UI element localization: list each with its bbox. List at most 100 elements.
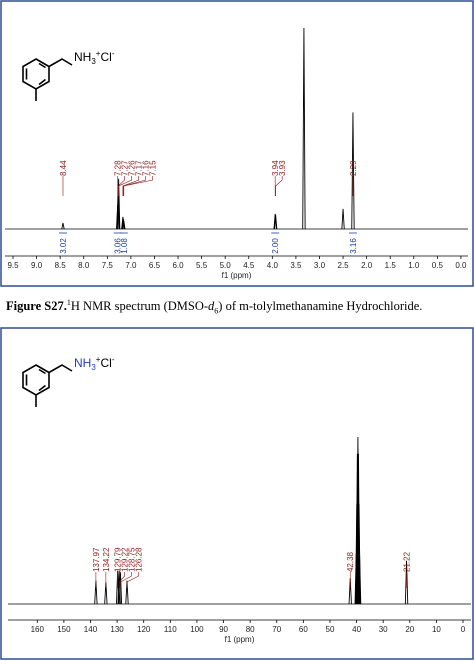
x-tick-label: 1.5 — [385, 261, 397, 270]
x-tick-label: 80 — [246, 625, 255, 634]
peak — [302, 27, 306, 230]
formula: NH3+Cl- — [74, 49, 115, 66]
integral-label: 2.00 — [271, 238, 280, 254]
bonds — [25, 58, 73, 101]
x-tick-label: 30 — [379, 625, 388, 634]
peak-label: 7.16 — [142, 160, 151, 176]
x-tick-label: 3.5 — [290, 261, 302, 270]
x-tick-label: 2.5 — [337, 261, 349, 270]
peak-label: 3.94 — [271, 160, 280, 176]
x-axis-label: f1 (ppm) — [225, 635, 255, 644]
peak — [341, 208, 345, 230]
peak-marker — [118, 176, 132, 196]
peak — [118, 572, 123, 605]
peak-marker — [120, 572, 132, 588]
peak-label: 126.28 — [135, 547, 144, 572]
panel-frame — [0, 327, 474, 660]
molecule: NH3+Cl- — [22, 49, 115, 101]
x-tick-label: 140 — [84, 625, 98, 634]
x-tick-label: 70 — [272, 625, 281, 634]
x-tick-label: 160 — [31, 625, 45, 634]
peak — [125, 580, 129, 605]
peak — [61, 222, 65, 230]
x-tick-label: 5.0 — [220, 261, 232, 270]
caption-text: H NMR spectrum (DMSO- — [70, 299, 209, 314]
peak-marker — [275, 176, 283, 196]
peak-label: 21.22 — [403, 551, 412, 572]
peak-label: 8.44 — [59, 160, 68, 176]
x-tick-label: 90 — [219, 625, 228, 634]
peak-label: 134.22 — [102, 547, 111, 572]
x-tick-label: 3.0 — [314, 261, 326, 270]
x-tick-label: 150 — [57, 625, 71, 634]
peak-label: 128.75 — [128, 547, 137, 572]
x-tick-label: 6.0 — [172, 261, 184, 270]
caption-italic: d — [208, 299, 215, 314]
subscript: 3 — [91, 363, 96, 372]
x-tick-label: 2.0 — [361, 261, 373, 270]
charge: + — [96, 355, 101, 364]
x-tick-label: 50 — [326, 625, 335, 634]
peak-label: 3.93 — [278, 160, 287, 176]
peak — [351, 112, 355, 230]
x-tick-label: 0 — [461, 625, 466, 634]
x-axis-label: f1 (ppm) — [222, 271, 252, 280]
panel-frame — [0, 0, 474, 287]
formula: NH3+Cl- — [74, 355, 115, 372]
caption-sub: 6 — [214, 306, 219, 316]
peak-label: 7.28 — [114, 160, 123, 176]
x-tick-label: 8.0 — [78, 261, 90, 270]
counter-ion: Cl — [100, 50, 111, 64]
x-tick-label: 4.0 — [267, 261, 279, 270]
peak — [122, 220, 126, 230]
peak — [404, 560, 409, 605]
x-tick-label: 6.5 — [149, 261, 161, 270]
peak-label: 129.22 — [121, 547, 130, 572]
bonds — [25, 364, 73, 407]
x-tick-label: 5.5 — [196, 261, 208, 270]
peak-marker — [123, 176, 153, 196]
peak — [357, 553, 362, 605]
x-tick-label: 4.5 — [243, 261, 255, 270]
peak-marker — [118, 572, 125, 588]
caption-label: Figure S27. — [6, 299, 67, 314]
x-tick-label: 9.5 — [7, 261, 19, 270]
atom: NH — [74, 50, 91, 64]
molecule: NH3+Cl- — [22, 355, 115, 407]
charge: + — [96, 49, 101, 58]
peak-label: 42.38 — [346, 551, 355, 572]
charge: - — [112, 355, 115, 364]
x-tick-label: 1.0 — [408, 261, 420, 270]
peak-label: 7.27 — [121, 160, 130, 176]
subscript: 3 — [91, 57, 96, 66]
x-tick-label: 110 — [164, 625, 177, 634]
x-tick-label: 10 — [432, 625, 441, 634]
integral-label: 1.08 — [120, 238, 129, 254]
peak-label: 129.79 — [114, 547, 123, 572]
x-tick-label: 40 — [352, 625, 361, 634]
x-tick-label: 20 — [405, 625, 414, 634]
x-tick-label: 130 — [110, 625, 124, 634]
caption-sup: 1 — [66, 298, 71, 307]
x-tick-label: 7.0 — [125, 261, 137, 270]
x-tick-label: 9.0 — [31, 261, 43, 270]
integral-label: 3.16 — [349, 238, 358, 254]
x-tick-label: 60 — [299, 625, 308, 634]
peak-label: 7.17 — [135, 160, 144, 176]
x-tick-label: 0.5 — [432, 261, 444, 270]
counter-ion: Cl — [100, 356, 111, 370]
x-tick-label: 7.5 — [102, 261, 114, 270]
peak-label: 7.26 — [128, 160, 137, 176]
peak-marker — [123, 176, 146, 196]
atom: NH — [74, 356, 91, 370]
peak-marker — [126, 572, 139, 588]
x-tick-label: 100 — [190, 625, 204, 634]
integral-label: 3.06 — [114, 238, 123, 254]
peak-label: 137.97 — [92, 547, 101, 572]
integral-label: 3.02 — [59, 238, 68, 254]
x-tick-label: 0.0 — [455, 261, 467, 270]
caption-text: ) of m-tolylmethanamine Hydrochloride. — [218, 299, 423, 314]
x-tick-label: 120 — [137, 625, 151, 634]
